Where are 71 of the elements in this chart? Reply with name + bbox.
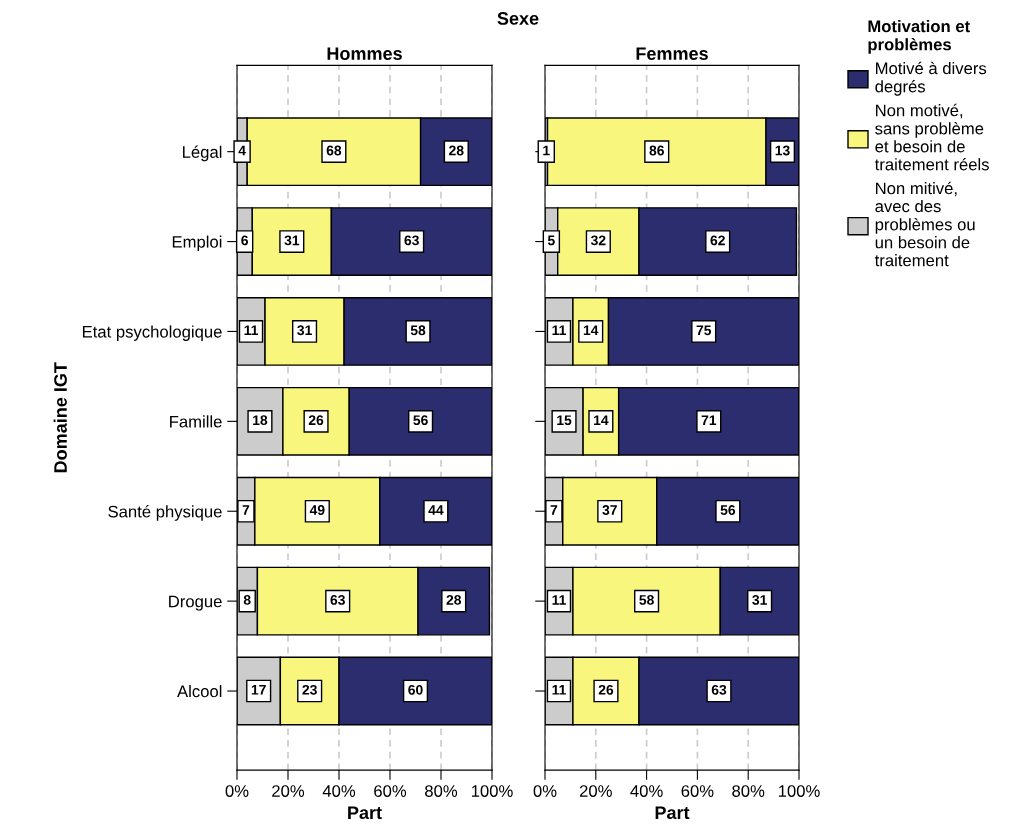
x-tick-label: 60% bbox=[374, 785, 407, 797]
legend-label: Non mitivé, avec des problèmes ou un besoin de traitement bbox=[874, 181, 975, 267]
data-label: 71 bbox=[701, 415, 717, 425]
y-tick-label: Famille bbox=[170, 415, 222, 428]
data-label: 28 bbox=[446, 595, 462, 605]
x-tick-label: 0% bbox=[533, 785, 557, 797]
data-label: 7 bbox=[550, 505, 558, 515]
x-tick-label: 0% bbox=[225, 785, 249, 797]
data-label: 11 bbox=[552, 595, 566, 605]
x-tick-label: 80% bbox=[425, 785, 458, 797]
text: Sexe bbox=[497, 12, 539, 25]
y-axis-title: Domaine IGT bbox=[53, 362, 67, 473]
data-label: 7 bbox=[242, 505, 250, 515]
y-tick-label: Alcool bbox=[177, 684, 222, 698]
data-label: 26 bbox=[308, 415, 324, 426]
data-label: 4 bbox=[238, 145, 246, 156]
data-label: 1 bbox=[543, 145, 550, 156]
legend-title: Motivation et problèmes bbox=[868, 20, 970, 54]
data-label: 13 bbox=[775, 145, 790, 156]
y-tick-label: Etat psychologique bbox=[82, 325, 222, 341]
data-label: 15 bbox=[557, 415, 572, 426]
legend-label: Motivé à divers degrés bbox=[875, 61, 987, 96]
data-label: 58 bbox=[410, 325, 426, 336]
data-label: 58 bbox=[639, 595, 654, 605]
x-tick-label: 100% bbox=[778, 785, 820, 797]
chart-title: Hommes bbox=[327, 47, 402, 60]
data-label: 6 bbox=[241, 235, 249, 246]
data-label: 14 bbox=[583, 325, 599, 336]
x-tick-label: 40% bbox=[322, 785, 356, 797]
data-label: 63 bbox=[404, 235, 419, 246]
data-label: 56 bbox=[720, 505, 736, 515]
data-label: 28 bbox=[449, 145, 464, 156]
data-label: 18 bbox=[253, 415, 268, 426]
data-label: 60 bbox=[408, 684, 423, 695]
data-label: 75 bbox=[696, 325, 712, 336]
data-label: 86 bbox=[649, 145, 664, 156]
x-axis-title: Part bbox=[655, 806, 690, 820]
data-label: 62 bbox=[710, 235, 725, 246]
y-tick-label: Drogue bbox=[169, 595, 222, 611]
x-axis-title: Part bbox=[348, 806, 382, 820]
chart-title: Femmes bbox=[636, 47, 708, 60]
data-label: 49 bbox=[309, 505, 325, 515]
x-tick-label: 60% bbox=[681, 785, 714, 797]
data-label: 11 bbox=[552, 685, 566, 695]
x-tick-label: 20% bbox=[579, 785, 612, 797]
x-tick-label: 80% bbox=[732, 785, 765, 797]
data-label: 44 bbox=[428, 505, 444, 515]
x-tick-label: 40% bbox=[630, 785, 663, 797]
y-tick-label: Santé physique bbox=[108, 505, 222, 521]
data-label: 68 bbox=[326, 145, 342, 156]
data-label: 11 bbox=[244, 325, 258, 336]
data-label: 11 bbox=[552, 325, 566, 336]
legend-label: Non motivé, sans problème et besoin de traitement réels bbox=[874, 103, 989, 171]
data-label: 56 bbox=[413, 415, 428, 426]
data-label: 23 bbox=[302, 684, 317, 695]
data-label: 63 bbox=[330, 595, 345, 605]
data-label: 5 bbox=[547, 235, 555, 246]
data-label: 17 bbox=[251, 685, 266, 695]
data-label: 37 bbox=[602, 505, 617, 515]
data-label: 8 bbox=[243, 595, 251, 605]
data-label: 31 bbox=[284, 235, 300, 246]
y-tick-label: Légal bbox=[183, 145, 222, 162]
data-label: 31 bbox=[297, 325, 312, 336]
data-label: 63 bbox=[711, 684, 727, 695]
y-tick-label: Emploi bbox=[172, 235, 222, 252]
data-label: 32 bbox=[590, 235, 606, 246]
data-label: 26 bbox=[598, 684, 614, 695]
x-tick-label: 100% bbox=[471, 785, 513, 797]
data-label: 14 bbox=[594, 415, 609, 425]
data-label: 31 bbox=[752, 595, 767, 605]
x-tick-label: 20% bbox=[272, 785, 305, 797]
